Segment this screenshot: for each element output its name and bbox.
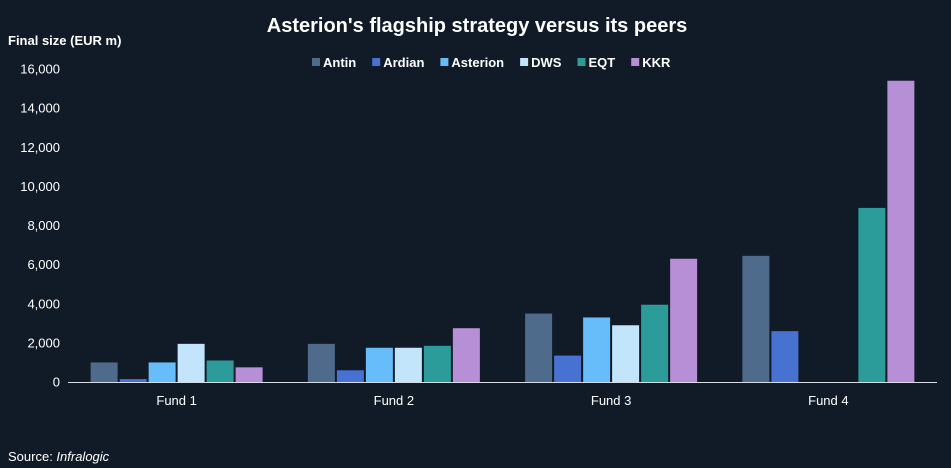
bar-kkr-fund-4 — [887, 80, 915, 383]
bars — [90, 80, 915, 383]
x-axis-ticks: Fund 1 Fund 2 Fund 3 Fund 4 — [156, 393, 848, 408]
y-tick-label: 6,000 — [27, 257, 60, 272]
x-tick-label: Fund 4 — [808, 393, 848, 408]
legend-label-kkr: KKR — [642, 55, 671, 70]
bar-eqt-fund-2 — [423, 345, 451, 382]
legend-swatch-kkr — [631, 58, 640, 66]
legend-swatch-antin — [312, 58, 320, 66]
legend-label-eqt: EQT — [588, 55, 615, 70]
bar-dws-fund-2 — [394, 347, 422, 382]
legend-label-ardian: Ardian — [383, 55, 424, 70]
bar-dws-fund-3 — [612, 325, 640, 382]
bar-kkr-fund-3 — [670, 258, 698, 382]
bar-antin-fund-1 — [90, 362, 118, 382]
source-note: Source: Infralogic — [8, 449, 110, 464]
bar-ardian-fund-4 — [771, 331, 799, 382]
y-tick-label: 14,000 — [20, 101, 60, 116]
bar-antin-fund-3 — [525, 313, 553, 382]
bar-eqt-fund-1 — [206, 360, 234, 382]
chart-title: Asterion's flagship strategy versus its … — [267, 15, 687, 37]
x-tick-label: Fund 3 — [591, 393, 631, 408]
legend-swatch-eqt — [577, 58, 586, 66]
bar-asterion-fund-3 — [583, 317, 611, 382]
y-axis-ticks: 0 2,000 4,000 6,000 8,000 10,000 12,000 14,000 1… — [20, 62, 60, 390]
bar-dws-fund-1 — [177, 343, 205, 382]
bar-kkr-fund-1 — [235, 367, 263, 382]
legend-label-asterion: Asterion — [451, 55, 504, 70]
y-axis-label: Final size (EUR m) — [8, 33, 121, 48]
legend-label-dws: DWS — [531, 55, 562, 70]
bar-asterion-fund-1 — [148, 362, 176, 382]
source-prefix: Source: — [8, 449, 56, 464]
legend-swatch-asterion — [440, 58, 449, 66]
y-tick-label: 16,000 — [20, 62, 60, 77]
legend: Antin Ardian Asterion DWS EQT KKR — [312, 55, 671, 70]
y-tick-label: 12,000 — [20, 140, 60, 155]
bar-kkr-fund-2 — [452, 328, 480, 382]
y-tick-label: 0 — [53, 375, 60, 390]
bar-asterion-fund-2 — [365, 347, 393, 382]
y-tick-label: 8,000 — [27, 218, 60, 233]
bar-antin-fund-2 — [307, 343, 335, 382]
legend-label-antin: Antin — [323, 55, 356, 70]
y-tick-label: 4,000 — [27, 296, 60, 311]
x-tick-label: Fund 2 — [374, 393, 414, 408]
x-tick-label: Fund 1 — [156, 393, 196, 408]
bar-ardian-fund-3 — [554, 355, 582, 382]
bar-eqt-fund-4 — [858, 207, 886, 382]
y-tick-label: 10,000 — [20, 179, 60, 194]
y-tick-label: 2,000 — [27, 335, 60, 350]
bar-antin-fund-4 — [742, 255, 770, 382]
source-name: Infralogic — [56, 449, 109, 464]
legend-swatch-ardian — [372, 58, 381, 66]
bar-eqt-fund-3 — [641, 304, 669, 382]
bar-ardian-fund-1 — [119, 379, 147, 382]
bar-ardian-fund-2 — [336, 370, 364, 382]
legend-swatch-dws — [520, 58, 529, 66]
